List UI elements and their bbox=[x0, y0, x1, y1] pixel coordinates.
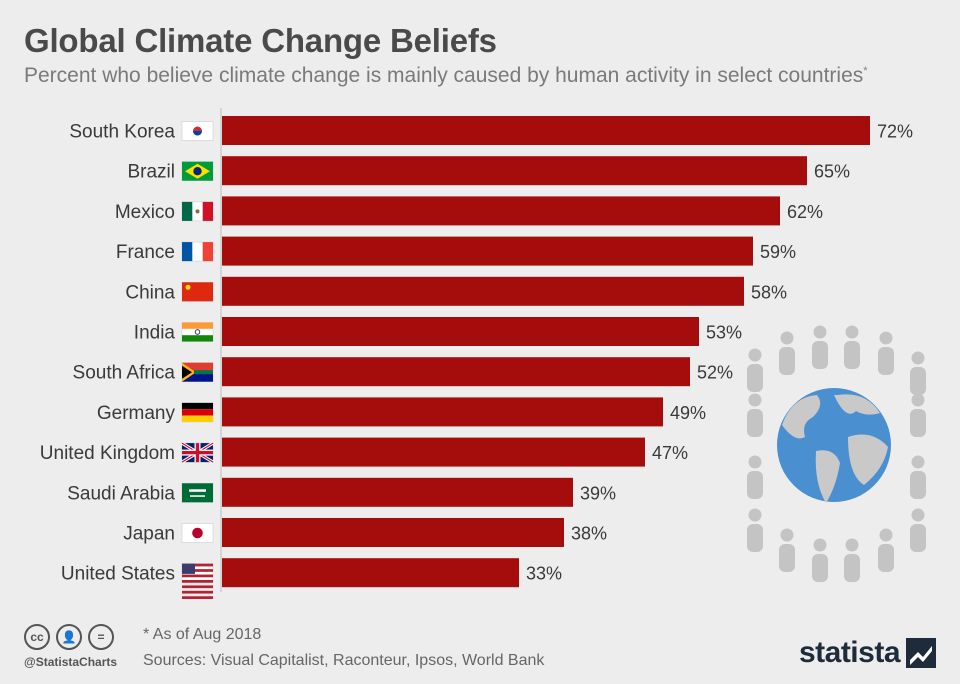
category-label: Mexico bbox=[115, 202, 175, 223]
value-label: 38% bbox=[571, 524, 607, 544]
category-label: India bbox=[134, 323, 176, 344]
no-derivatives-icon: = bbox=[88, 624, 114, 650]
india-flag-icon bbox=[181, 322, 214, 342]
value-label: 59% bbox=[760, 242, 796, 262]
germany-flag-icon bbox=[181, 402, 214, 423]
subtitle-text: Percent who believe climate change is ma… bbox=[24, 64, 864, 87]
subtitle-footnote-mark: * bbox=[863, 65, 868, 77]
united-states-flag-icon bbox=[181, 563, 214, 599]
bar-chart: South Korea 72% Brazil 65% Mexico 62% France 59… bbox=[40, 108, 926, 599]
chart-subtitle: Percent who believe climate change is ma… bbox=[24, 64, 868, 88]
person-icon bbox=[844, 325, 860, 369]
category-label: South Korea bbox=[69, 122, 175, 143]
bar bbox=[222, 357, 690, 387]
footnote: * As of Aug 2018 bbox=[143, 626, 262, 643]
category-label: France bbox=[116, 242, 175, 263]
south-korea-flag-icon bbox=[181, 121, 214, 141]
brazil-flag-icon bbox=[181, 161, 214, 181]
statista-mark-icon bbox=[906, 638, 936, 668]
bar bbox=[222, 518, 564, 547]
category-label: United States bbox=[61, 564, 175, 585]
united-kingdom-flag-icon bbox=[181, 441, 214, 464]
person-icon bbox=[844, 538, 860, 582]
bar bbox=[222, 477, 573, 507]
chart-title: Global Climate Change Beliefs bbox=[24, 22, 497, 59]
mexico-flag-icon bbox=[181, 201, 214, 222]
category-label: United Kingdom bbox=[40, 443, 175, 464]
value-label: 62% bbox=[787, 202, 823, 222]
south-africa-flag-icon bbox=[181, 362, 214, 383]
social-handle[interactable]: @StatistaCharts bbox=[24, 655, 118, 669]
person-icon bbox=[910, 455, 926, 499]
bar bbox=[222, 156, 807, 186]
bar bbox=[222, 196, 780, 226]
creative-commons-icon: cc bbox=[24, 624, 50, 650]
value-label: 72% bbox=[877, 122, 913, 142]
value-label: 58% bbox=[751, 282, 787, 302]
person-icon bbox=[910, 351, 926, 395]
china-flag-icon bbox=[181, 281, 214, 302]
attribution-icon: 👤 bbox=[56, 624, 82, 650]
person-icon bbox=[878, 528, 894, 572]
france-flag-icon bbox=[181, 241, 214, 262]
sources: Sources: Visual Capitalist, Raconteur, I… bbox=[143, 652, 545, 669]
value-label: 65% bbox=[814, 162, 850, 182]
saudi-arabia-flag-icon bbox=[181, 482, 214, 503]
person-icon bbox=[878, 331, 894, 375]
globe-continents bbox=[782, 394, 888, 503]
value-label: 39% bbox=[580, 483, 616, 503]
person-icon bbox=[910, 393, 926, 437]
value-label: 47% bbox=[652, 443, 688, 463]
person-icon bbox=[747, 393, 763, 437]
bar bbox=[222, 397, 663, 427]
value-label: 49% bbox=[670, 403, 706, 423]
value-label: 53% bbox=[706, 323, 742, 343]
bar bbox=[222, 558, 519, 588]
japan-flag-icon bbox=[181, 523, 214, 543]
bar bbox=[222, 276, 744, 306]
bar bbox=[222, 317, 699, 346]
bar bbox=[222, 236, 753, 266]
person-icon bbox=[812, 538, 828, 582]
person-icon bbox=[812, 325, 828, 369]
person-icon bbox=[747, 508, 763, 552]
category-label: Saudi Arabia bbox=[67, 483, 175, 504]
license-icons: cc 👤 = bbox=[24, 624, 114, 650]
logo-text: statista bbox=[798, 636, 901, 669]
globe-illustration bbox=[747, 325, 926, 582]
bar bbox=[222, 437, 645, 467]
bar bbox=[222, 116, 870, 145]
value-label: 52% bbox=[697, 363, 733, 383]
person-icon bbox=[747, 348, 763, 392]
statista-logo[interactable]: statista bbox=[799, 636, 936, 670]
category-label: China bbox=[125, 282, 175, 303]
person-icon bbox=[779, 331, 795, 375]
category-label: Brazil bbox=[127, 162, 175, 183]
person-icon bbox=[910, 508, 926, 552]
value-label: 33% bbox=[526, 564, 562, 584]
person-icon bbox=[779, 528, 795, 572]
category-label: Germany bbox=[97, 403, 176, 424]
category-label: South Africa bbox=[73, 363, 176, 384]
category-label: Japan bbox=[123, 524, 175, 545]
person-icon bbox=[747, 455, 763, 499]
